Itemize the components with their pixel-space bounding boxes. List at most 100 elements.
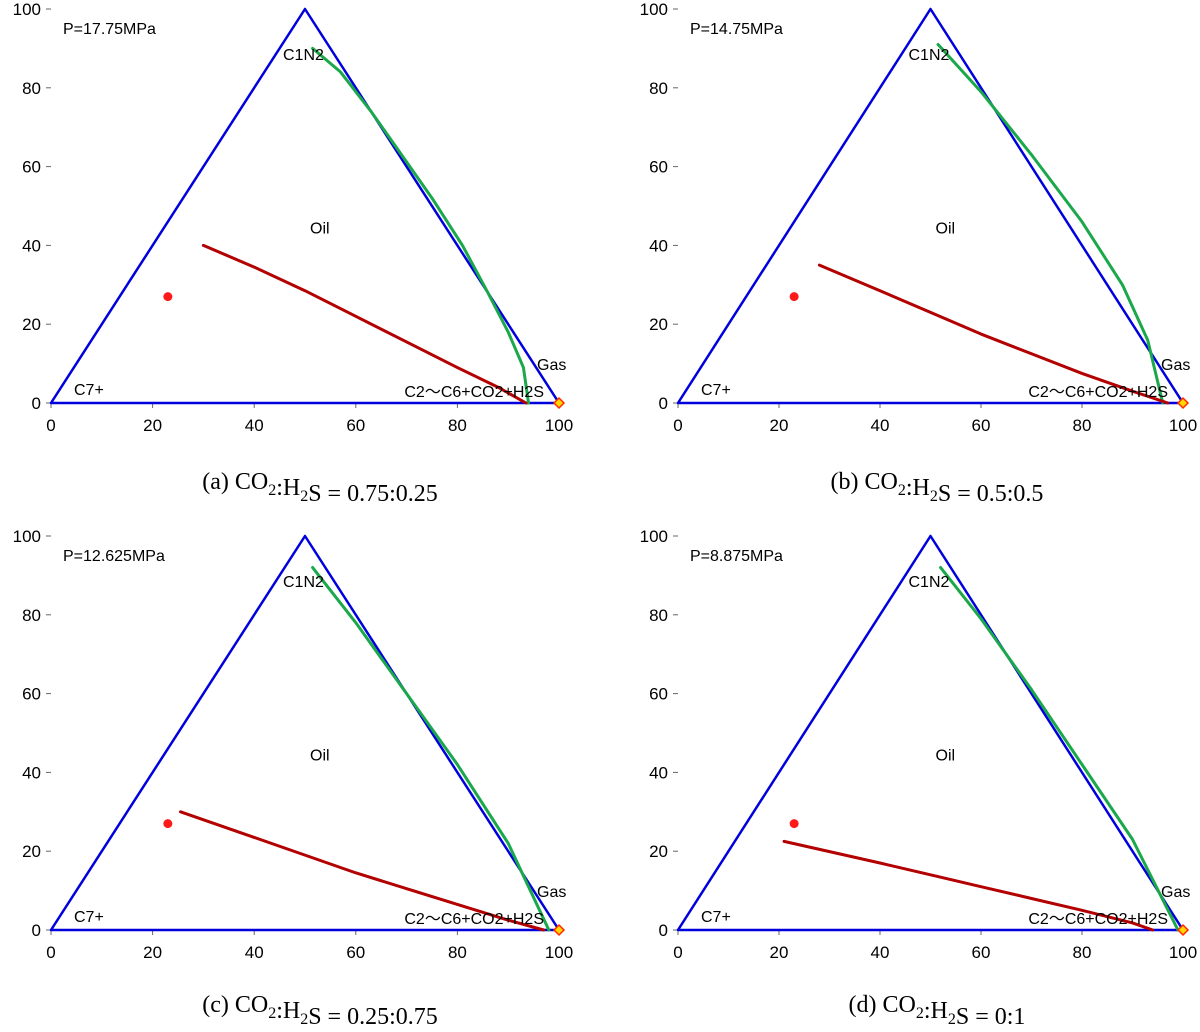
bubble-point-line [201,243,528,405]
chart-panel-d: 0 20 40 60 80 100 0 20 40 60 80 100 P=8.875MPa C1N2 C7… [640,527,1198,1030]
x-tick-label: 20 [143,416,162,435]
x-tick-label: 100 [1169,943,1197,962]
x-tick-label: 80 [448,943,467,962]
gas-injection-point [1176,923,1190,937]
y-tick-label: 0 [32,394,41,413]
x-tick-label: 40 [871,943,890,962]
panel-caption: (a) CO2:H2S = 0.75:0.25 [202,469,438,507]
y-tick-label: 40 [22,236,41,255]
x-axis: 0 20 40 60 80 100 [673,930,1197,962]
right-vertex-label: C2～C6+CO2+H2S [1028,911,1168,928]
x-axis: 0 20 40 60 80 100 [673,403,1197,435]
y-tick-label: 60 [649,685,668,704]
left-vertex-label: C7+ [74,909,104,926]
phase-triangle-boundary [49,7,561,405]
dew-point-line [939,566,1180,932]
bubble-point-line [179,810,546,932]
gas-injection-point [1176,396,1190,410]
left-vertex-label: C7+ [74,382,104,399]
y-tick-label: 100 [640,0,668,19]
x-axis: 0 20 40 60 80 100 [46,403,573,435]
y-axis: 0 20 40 60 80 100 [640,0,678,413]
x-tick-label: 80 [1073,416,1092,435]
x-tick-label: 40 [871,416,890,435]
dew-point-line [311,46,531,405]
x-tick-label: 100 [545,943,573,962]
y-tick-label: 0 [32,921,41,940]
y-tick-label: 80 [22,606,41,625]
bubble-point-line [817,263,1170,405]
x-tick-label: 40 [245,943,264,962]
apex-label: C1N2 [283,574,324,591]
y-tick-label: 60 [22,158,41,177]
x-axis: 0 20 40 60 80 100 [46,930,573,962]
y-tick-label: 20 [649,842,668,861]
y-tick-label: 100 [640,527,668,546]
x-tick-label: 80 [448,416,467,435]
x-tick-label: 0 [673,416,682,435]
x-tick-label: 20 [770,943,789,962]
x-tick-label: 0 [46,416,55,435]
gas-injection-point [552,923,566,937]
y-tick-label: 80 [22,79,41,98]
dew-point-line [311,566,551,932]
gas-region-label: Gas [537,884,566,901]
right-vertex-label: C2～C6+CO2+H2S [404,384,544,401]
phase-triangle-boundary [49,534,561,932]
oil-region-label: Oil [936,221,956,238]
y-tick-label: 20 [649,315,668,334]
panel-caption: (d) CO2:H2S = 0:1 [849,992,1026,1030]
pressure-label: P=12.625MPa [63,548,165,565]
y-tick-label: 40 [22,763,41,782]
y-tick-label: 20 [22,315,41,334]
y-tick-label: 60 [649,158,668,177]
oil-region-label: Oil [310,748,330,765]
x-tick-label: 100 [1169,416,1197,435]
y-axis: 0 20 40 60 80 100 [13,527,51,940]
right-vertex-label: C2～C6+CO2+H2S [404,911,544,928]
gas-region-label: Gas [1161,884,1190,901]
y-tick-label: 20 [22,842,41,861]
gas-region-label: Gas [1161,357,1190,374]
y-tick-label: 80 [649,606,668,625]
x-tick-label: 60 [346,416,365,435]
x-tick-label: 0 [673,943,682,962]
chart-panel-c: 0 20 40 60 80 100 0 20 40 60 80 100 P=12.625MPa C1N2 C… [13,527,574,1030]
y-axis: 0 20 40 60 80 100 [13,0,51,413]
oil-region-label: Oil [936,748,956,765]
gas-injection-point [552,396,566,410]
y-tick-label: 0 [659,394,668,413]
x-tick-label: 0 [46,943,55,962]
apex-label: C1N2 [909,47,950,64]
x-tick-label: 80 [1073,943,1092,962]
pressure-label: P=14.75MPa [690,21,783,38]
x-tick-label: 60 [346,943,365,962]
y-tick-label: 40 [649,236,668,255]
chart-panel-b: 0 20 40 60 80 100 0 20 40 60 80 100 P=14.75MPa C1N2 C7… [640,0,1198,507]
pressure-label: P=8.875MPa [690,548,783,565]
dew-point-line [936,42,1165,405]
gas-region-label: Gas [537,357,566,374]
reservoir-composition-point [789,292,799,302]
apex-label: C1N2 [909,574,950,591]
left-vertex-label: C7+ [701,382,731,399]
panel-caption: (b) CO2:H2S = 0.5:0.5 [831,469,1044,507]
y-tick-label: 80 [649,79,668,98]
phase-triangle-boundary [676,7,1185,405]
chart-panel-a: 0 20 40 60 80 100 0 20 40 60 80 100 P=17.75MPa C1N2 C7… [13,0,574,507]
x-tick-label: 60 [972,943,991,962]
right-vertex-label: C2～C6+CO2+H2S [1028,384,1168,401]
y-tick-label: 100 [13,527,41,546]
y-tick-label: 100 [13,0,41,19]
x-tick-label: 100 [545,416,573,435]
x-tick-label: 40 [245,416,264,435]
oil-region-label: Oil [310,221,330,238]
pressure-label: P=17.75MPa [63,21,156,38]
y-tick-label: 0 [659,921,668,940]
x-tick-label: 20 [770,416,789,435]
reservoir-composition-point [789,819,799,829]
panel-caption: (c) CO2:H2S = 0.25:0.75 [202,992,438,1030]
x-tick-label: 60 [972,416,991,435]
